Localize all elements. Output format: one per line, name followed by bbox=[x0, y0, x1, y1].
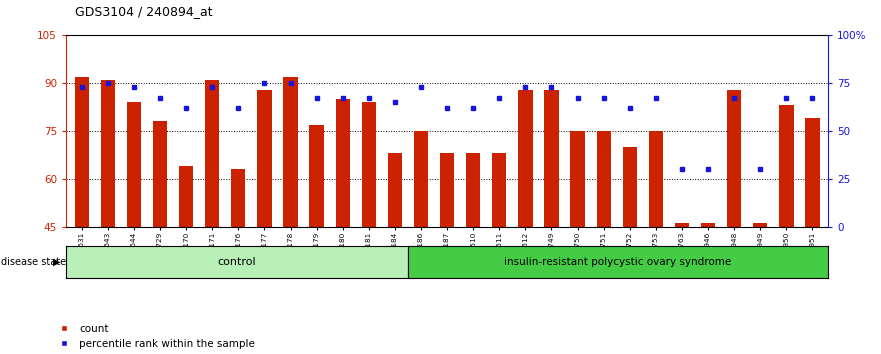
Text: GDS3104 / 240894_at: GDS3104 / 240894_at bbox=[75, 5, 212, 18]
Legend: count, percentile rank within the sample: count, percentile rank within the sample bbox=[58, 324, 255, 349]
Bar bbox=[648, 131, 663, 227]
Bar bbox=[805, 118, 819, 227]
Bar bbox=[570, 131, 585, 227]
Bar bbox=[440, 153, 455, 227]
Bar bbox=[596, 131, 611, 227]
Bar bbox=[284, 77, 298, 227]
Bar bbox=[388, 153, 402, 227]
Bar bbox=[414, 131, 428, 227]
Bar bbox=[701, 223, 715, 227]
Text: ▶: ▶ bbox=[53, 257, 61, 267]
Bar bbox=[518, 90, 533, 227]
Bar bbox=[361, 102, 376, 227]
Bar bbox=[309, 125, 324, 227]
Bar bbox=[257, 90, 271, 227]
Bar bbox=[623, 147, 637, 227]
Bar bbox=[127, 102, 141, 227]
Text: control: control bbox=[218, 257, 256, 267]
Bar bbox=[336, 99, 350, 227]
Bar bbox=[231, 169, 246, 227]
Bar bbox=[466, 153, 480, 227]
Bar bbox=[100, 80, 115, 227]
Bar bbox=[544, 90, 559, 227]
Text: insulin-resistant polycystic ovary syndrome: insulin-resistant polycystic ovary syndr… bbox=[504, 257, 731, 267]
Bar bbox=[205, 80, 219, 227]
Bar bbox=[779, 105, 794, 227]
Bar bbox=[727, 90, 742, 227]
Bar bbox=[675, 223, 689, 227]
Bar bbox=[75, 77, 89, 227]
Bar bbox=[179, 166, 193, 227]
Bar bbox=[753, 223, 767, 227]
Text: disease state: disease state bbox=[1, 257, 66, 267]
Bar bbox=[492, 153, 507, 227]
Bar bbox=[152, 121, 167, 227]
